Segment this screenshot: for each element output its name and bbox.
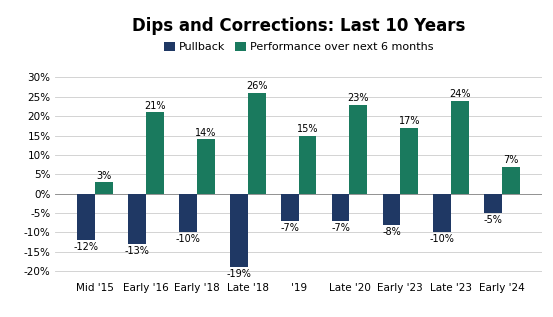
Bar bbox=[400, 128, 418, 194]
Bar bbox=[383, 194, 400, 225]
Title: Dips and Corrections: Last 10 Years: Dips and Corrections: Last 10 Years bbox=[132, 17, 465, 35]
Bar bbox=[281, 194, 299, 221]
Bar bbox=[502, 167, 520, 194]
Text: 23%: 23% bbox=[348, 93, 369, 103]
Text: 7%: 7% bbox=[503, 155, 519, 165]
Bar bbox=[95, 182, 113, 194]
Text: -7%: -7% bbox=[280, 223, 299, 233]
Bar bbox=[230, 194, 248, 267]
Text: -5%: -5% bbox=[484, 215, 503, 225]
Text: -7%: -7% bbox=[331, 223, 350, 233]
Bar bbox=[451, 101, 469, 194]
Bar bbox=[349, 105, 367, 194]
Bar bbox=[197, 139, 215, 194]
Text: 15%: 15% bbox=[297, 124, 319, 134]
Bar bbox=[179, 194, 197, 232]
Bar bbox=[434, 194, 451, 232]
Text: 3%: 3% bbox=[96, 171, 112, 181]
Text: -8%: -8% bbox=[382, 227, 401, 237]
Bar bbox=[128, 194, 146, 244]
Bar bbox=[248, 93, 265, 194]
Legend: Pullback, Performance over next 6 months: Pullback, Performance over next 6 months bbox=[159, 38, 438, 57]
Text: 24%: 24% bbox=[450, 89, 471, 99]
Text: 26%: 26% bbox=[246, 81, 268, 91]
Text: -12%: -12% bbox=[74, 242, 99, 252]
Text: 14%: 14% bbox=[195, 128, 217, 138]
Bar bbox=[332, 194, 349, 221]
Text: -13%: -13% bbox=[125, 246, 150, 256]
Bar bbox=[146, 112, 164, 194]
Text: 21%: 21% bbox=[144, 101, 166, 111]
Text: -10%: -10% bbox=[176, 234, 200, 244]
Text: 17%: 17% bbox=[399, 116, 420, 126]
Text: -19%: -19% bbox=[226, 269, 251, 279]
Bar bbox=[77, 194, 95, 240]
Bar bbox=[299, 136, 316, 194]
Bar bbox=[484, 194, 502, 213]
Text: -10%: -10% bbox=[430, 234, 455, 244]
